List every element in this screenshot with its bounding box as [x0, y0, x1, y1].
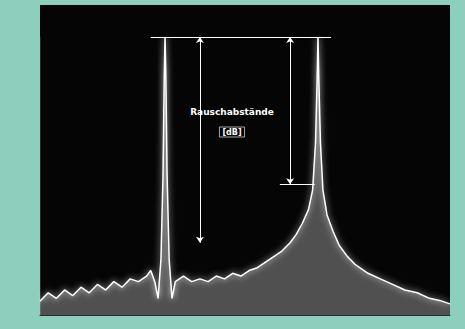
svg-text:Rauschabstände: Rauschabstände: [190, 107, 274, 117]
svg-text:[dB]: [dB]: [222, 128, 241, 137]
